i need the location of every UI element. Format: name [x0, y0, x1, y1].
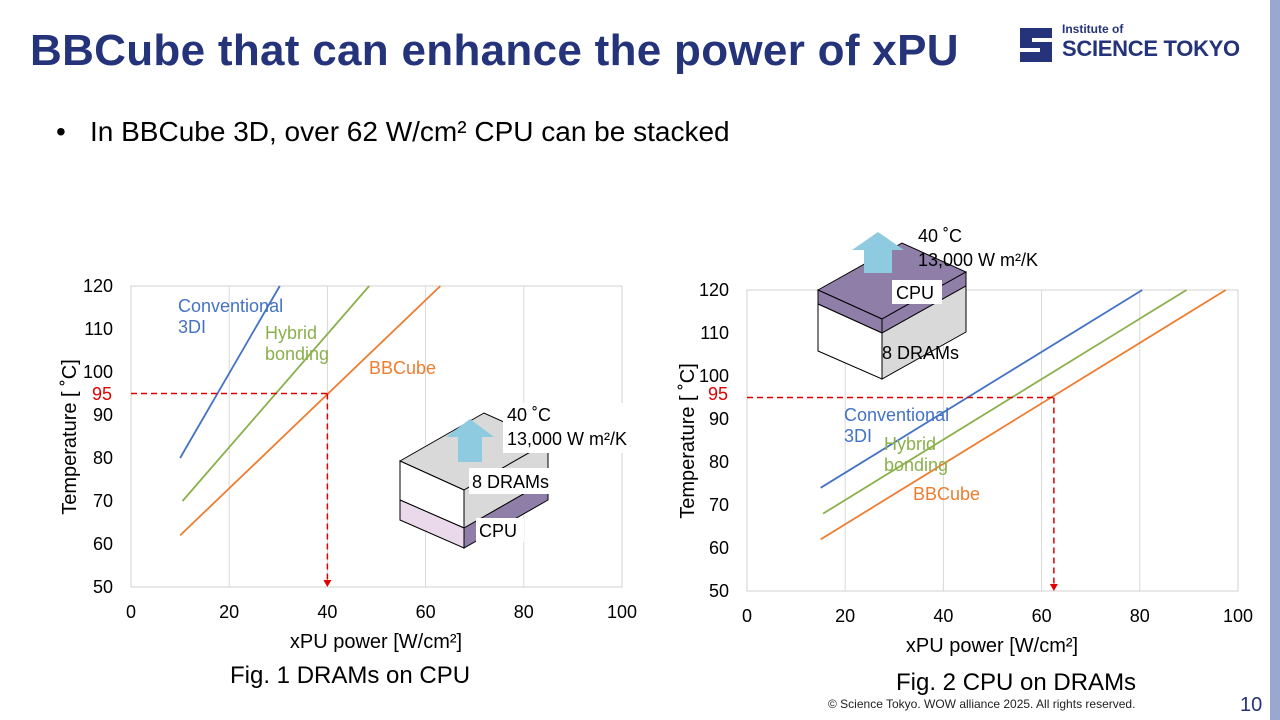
y-tick-label: 100: [83, 362, 113, 382]
inset-bottom-layer-label: CPU: [479, 521, 517, 541]
inset-temperature: 40 ˚C: [918, 226, 962, 246]
plot-area: [746, 289, 1239, 592]
series-label-hybrid: Hybrid bonding: [265, 323, 329, 364]
figure-2-caption: Fig. 2 CPU on DRAMs: [896, 669, 1137, 696]
y-tick-label: 80: [93, 448, 113, 468]
bullet-marker: •: [56, 116, 66, 147]
y-axis-label: Temperature [ ˚C]: [59, 359, 81, 515]
threshold-arrowhead-icon: [323, 580, 332, 587]
series-line-bbcube: [820, 289, 1227, 541]
stack-inset: 40 ˚C 13,000 W m²/K 8 DRAMs CPU: [398, 403, 627, 549]
figure-1-caption: Fig. 1 DRAMs on CPU: [230, 662, 471, 689]
inset-htc: 13,000 W m²/K: [918, 250, 1038, 270]
y-tick-label: 110: [700, 323, 729, 343]
series-label-conventional: Conventional 3DI: [178, 296, 283, 337]
x-axis-label: xPU power [W/cm²]: [290, 631, 462, 653]
y-tick-label: 50: [709, 581, 729, 601]
inset-htc: 13,000 W m²/K: [507, 429, 627, 449]
series-labels: Conventional 3DI Hybrid bonding BBCube: [844, 405, 980, 504]
inset-bottom-layer-bg: [476, 518, 524, 542]
threshold: 95: [708, 384, 1058, 591]
series-line-hybrid: [822, 289, 1187, 515]
y-tick-label: 70: [709, 495, 729, 515]
y-tick-label: 70: [93, 491, 113, 511]
stack-inset: 40 ˚C 13,000 W m²/K CPU 8 DRAMs: [816, 226, 1038, 380]
y-tick-label: 120: [83, 276, 113, 296]
slide-title: BBCube that can enhance the power of xPU: [30, 26, 959, 75]
page-number: 10: [1240, 694, 1263, 716]
x-tick-label: 20: [219, 602, 239, 622]
y-tick-label: 60: [709, 538, 729, 558]
x-tick-label: 80: [1130, 606, 1150, 626]
x-tick-label: 40: [933, 606, 953, 626]
science-tokyo-logo-icon: [1020, 28, 1052, 62]
logo-subtitle: Institute of: [1062, 22, 1124, 36]
x-tick-label: 0: [126, 602, 136, 622]
series-line-bbcube: [179, 285, 441, 537]
x-ticks: 0 20 40 60 80 100: [126, 602, 637, 622]
series-lines: [820, 289, 1227, 541]
y-tick-label: 60: [93, 534, 113, 554]
institution-logo: Institute of SCIENCE TOKYO: [1016, 20, 1256, 76]
x-ticks: 0 20 40 60 80 100: [742, 606, 1253, 626]
inset-label-bg: [503, 403, 623, 453]
inset-top-layer-bg: [469, 468, 565, 494]
x-axis-label: xPU power [W/cm²]: [906, 635, 1078, 657]
series-label-conventional: Conventional 3DI: [844, 405, 949, 446]
series-line-conventional: [820, 289, 1143, 489]
y-tick-label: 90: [709, 409, 729, 429]
y-tick-label: 100: [699, 366, 729, 386]
series-labels: Conventional 3DI Hybrid bonding BBCube: [178, 296, 436, 378]
x-tick-label: 60: [1032, 606, 1052, 626]
y-tick-label: 80: [709, 452, 729, 472]
y-ticks: 50 60 70 80 90 100 110 120: [83, 276, 113, 597]
y-tick-label: 90: [93, 405, 113, 425]
x-tick-label: 60: [416, 602, 436, 622]
x-tick-label: 20: [835, 606, 855, 626]
y-axis-label: Temperature [ ˚C]: [677, 363, 699, 519]
series-label-bbcube: BBCube: [369, 358, 436, 378]
y-ticks: 50 60 70 80 90 100 110 120: [699, 280, 729, 601]
y-tick-label: 120: [699, 280, 729, 300]
y-tick-label: 50: [93, 577, 113, 597]
heat-arrow-icon: [852, 232, 904, 273]
inset-top-layer-label: 8 DRAMs: [472, 472, 549, 492]
inset-top-layer-label: CPU: [896, 283, 934, 303]
series-label-hybrid: Hybrid bonding: [884, 434, 948, 475]
copyright-notice: © Science Tokyo. WOW alliance 2025. All …: [828, 697, 1136, 711]
heat-arrow-icon: [446, 419, 494, 462]
inset-top-layer-bg: [892, 280, 942, 304]
inset-temperature: 40 ˚C: [507, 405, 551, 425]
threshold: 95: [92, 384, 332, 587]
x-tick-label: 40: [317, 602, 337, 622]
bullet-text: In BBCube 3D, over 62 W/cm² CPU can be s…: [90, 116, 730, 147]
right-accent-bar: [1270, 0, 1280, 720]
y-tick-label: 110: [84, 319, 113, 339]
x-tick-label: 100: [1223, 606, 1253, 626]
threshold-label: 95: [92, 384, 112, 404]
x-tick-label: 80: [514, 602, 534, 622]
threshold-label: 95: [708, 384, 728, 404]
x-tick-label: 0: [742, 606, 752, 626]
series-line-conventional: [179, 285, 281, 459]
threshold-arrowhead-icon: [1049, 584, 1058, 591]
x-tick-label: 100: [607, 602, 637, 622]
series-label-bbcube: BBCube: [913, 484, 980, 504]
inset-bottom-layer-label: 8 DRAMs: [882, 343, 959, 363]
logo-name: SCIENCE TOKYO: [1062, 36, 1240, 61]
